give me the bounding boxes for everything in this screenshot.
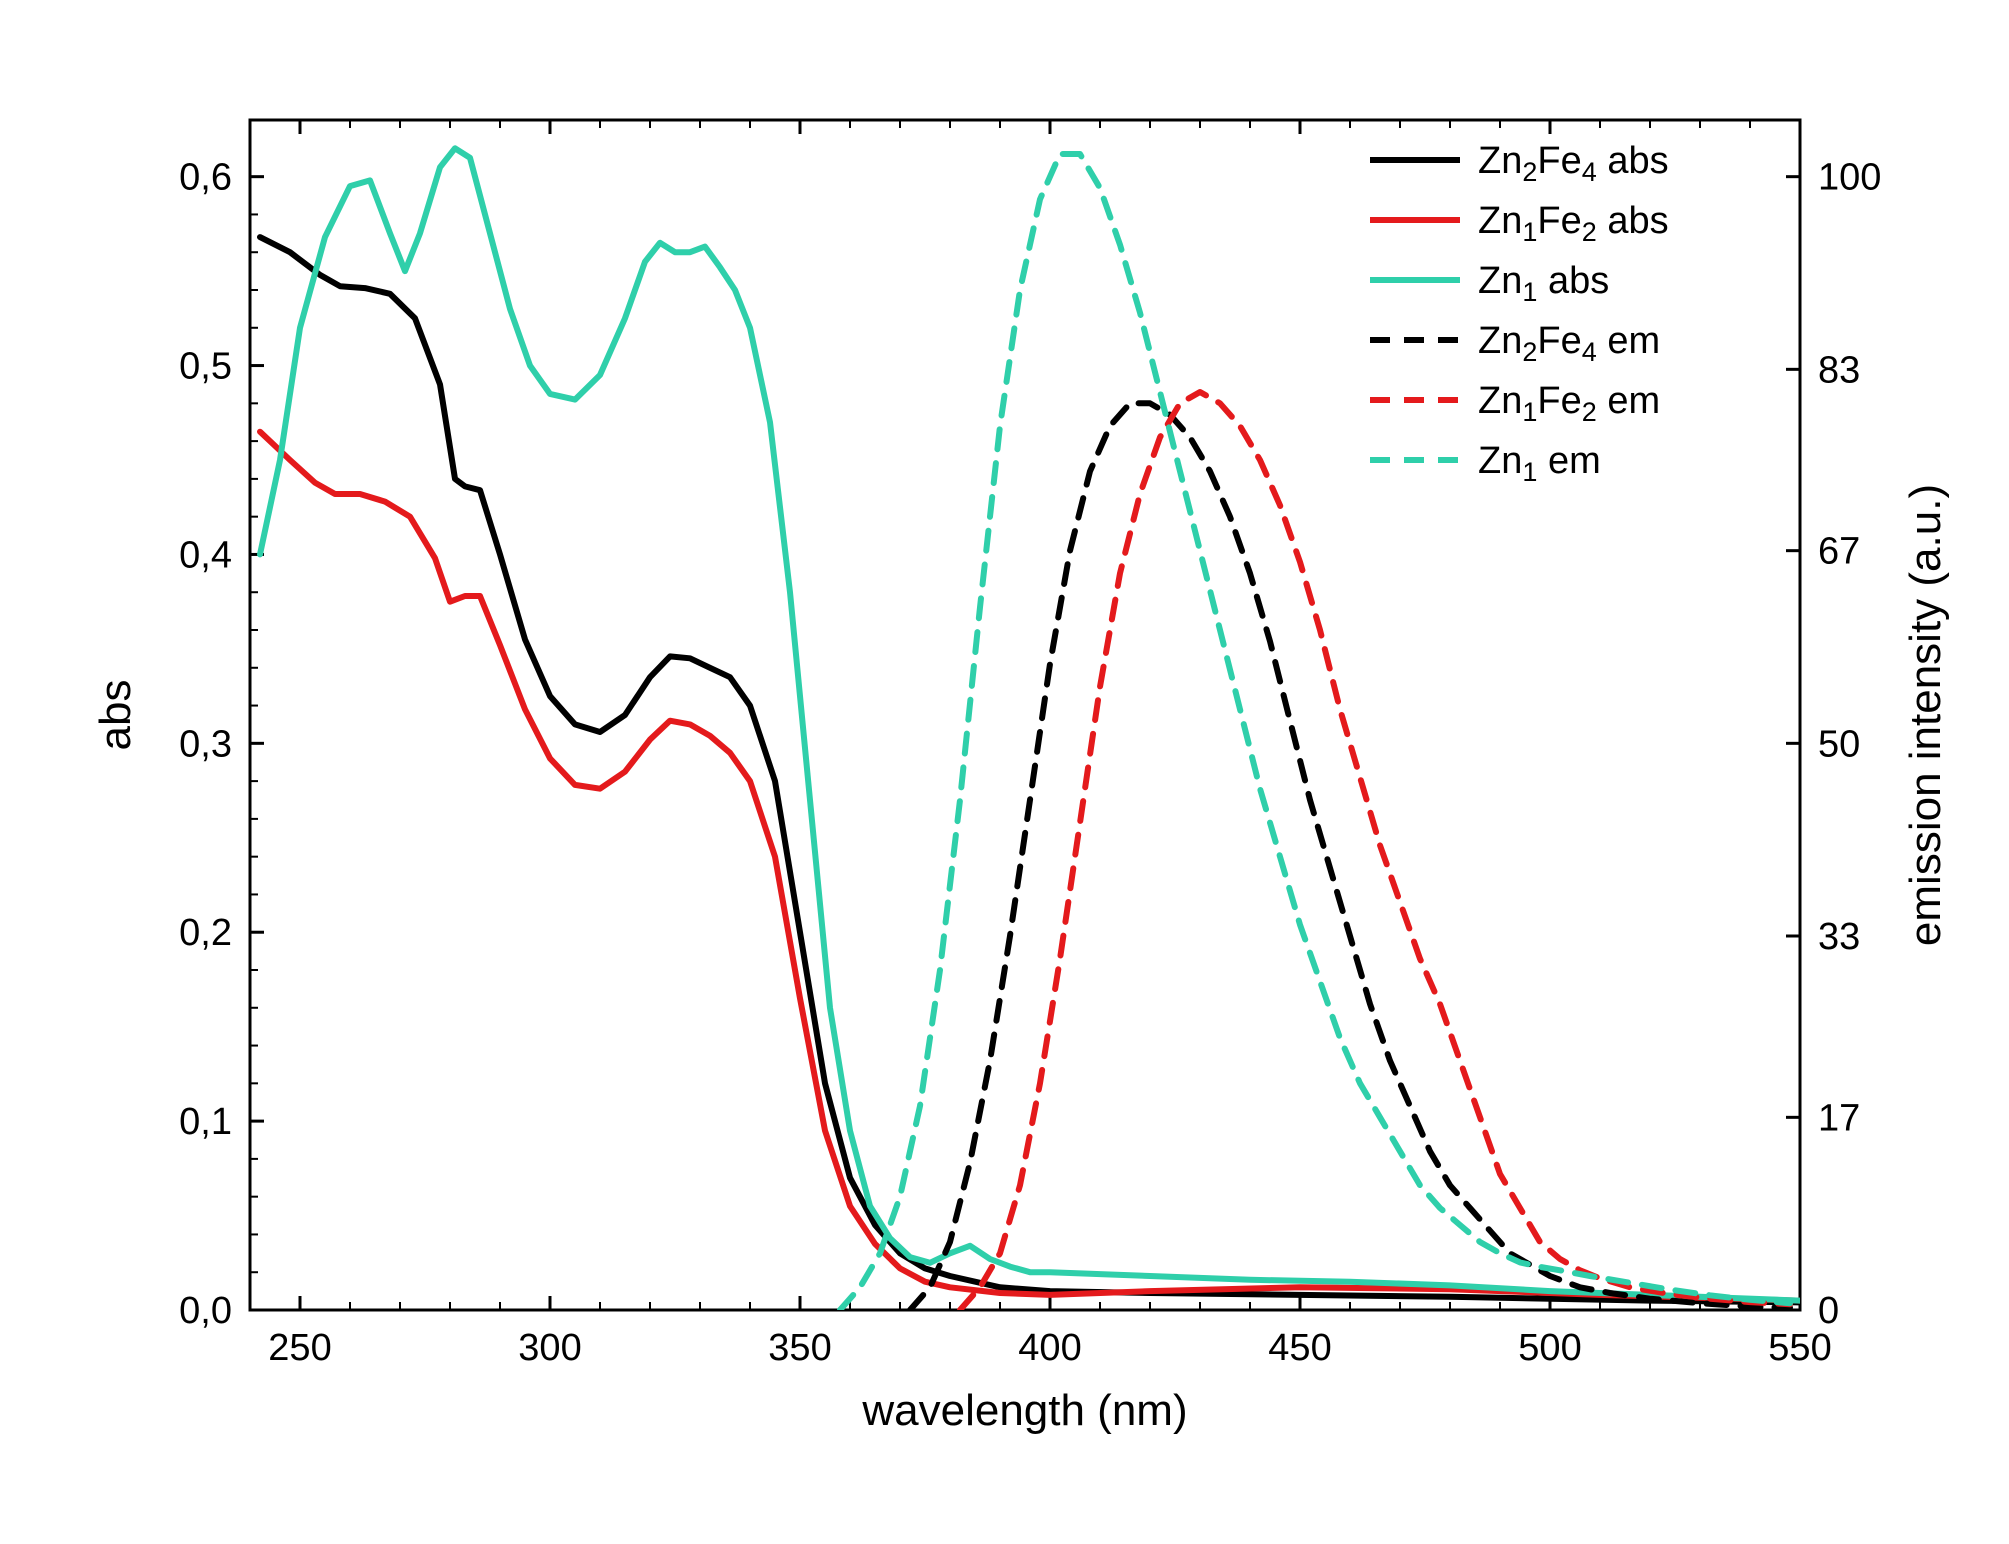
y-left-tick-label: 0,5: [179, 346, 232, 388]
y-right-tick-label: 100: [1818, 157, 1881, 199]
y-right-tick-label: 33: [1818, 916, 1860, 958]
chart-svg: 2503003504004505005500,00,10,20,30,40,50…: [20, 20, 2009, 1524]
spectra-chart: 2503003504004505005500,00,10,20,30,40,50…: [20, 20, 2009, 1524]
x-tick-label: 350: [768, 1327, 831, 1369]
x-tick-label: 250: [268, 1327, 331, 1369]
y-left-tick-label: 0,6: [179, 157, 232, 199]
y-right-tick-label: 50: [1818, 723, 1860, 765]
y-left-tick-label: 0,3: [179, 723, 232, 765]
legend-label: Zn2Fe4 abs: [1478, 140, 1669, 187]
y-right-tick-label: 0: [1818, 1290, 1839, 1332]
x-tick-label: 500: [1518, 1327, 1581, 1369]
legend-label: Zn1Fe2 em: [1478, 380, 1660, 427]
y-right-tick-label: 67: [1818, 531, 1860, 573]
y-left-tick-label: 0,0: [179, 1290, 232, 1332]
legend-label: Zn1 em: [1478, 440, 1601, 487]
x-tick-label: 450: [1268, 1327, 1331, 1369]
y-left-tick-label: 0,1: [179, 1101, 232, 1143]
x-tick-label: 400: [1018, 1327, 1081, 1369]
y-right-tick-label: 83: [1818, 349, 1860, 391]
x-tick-label: 550: [1768, 1327, 1831, 1369]
y-left-axis-label: abs: [91, 680, 140, 751]
x-tick-label: 300: [518, 1327, 581, 1369]
legend-label: Zn2Fe4 em: [1478, 320, 1660, 367]
legend-label: Zn1Fe2 abs: [1478, 200, 1669, 247]
legend-label: Zn1 abs: [1478, 260, 1609, 307]
y-left-tick-label: 0,2: [179, 912, 232, 954]
y-right-axis-label: emission intensity (a.u.): [1901, 484, 1950, 946]
y-left-tick-label: 0,4: [179, 534, 232, 576]
x-axis-label: wavelength (nm): [861, 1386, 1187, 1435]
y-right-tick-label: 17: [1818, 1097, 1860, 1139]
